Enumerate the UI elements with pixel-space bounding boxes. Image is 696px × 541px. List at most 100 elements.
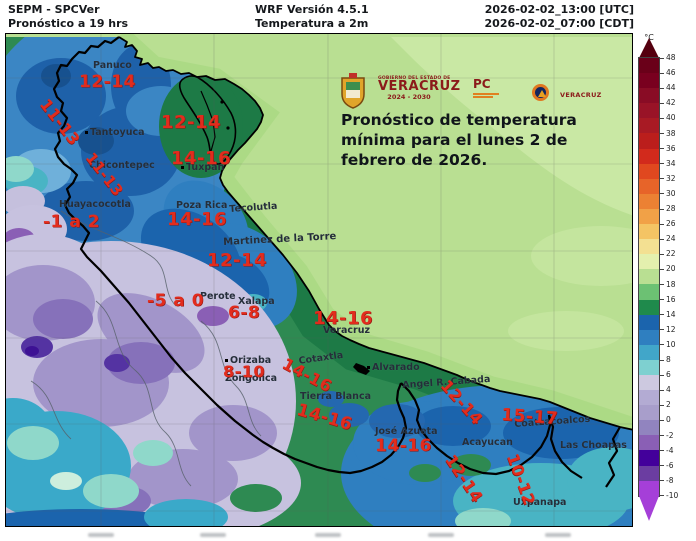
temp-range-label: 6-8 <box>228 303 261 323</box>
colorbar-segment <box>639 148 659 164</box>
colorbar-tick-label: 40 <box>660 114 676 122</box>
pc-bar <box>473 92 499 95</box>
x-axis-tick-smudge <box>545 533 571 537</box>
x-axis-tick-smudge <box>200 533 226 537</box>
veracruz-map-svg <box>6 34 632 526</box>
colorbar-tick-label: 38 <box>660 129 676 138</box>
colorbar-tick-label: 14 <box>660 310 676 319</box>
tamiahua-lagoon <box>178 75 237 165</box>
colorbar-segment <box>639 374 659 391</box>
colorbar-tick-label: 22 <box>660 250 676 258</box>
place-label: Tantoyuca <box>85 127 145 138</box>
colorbar-tick-label: 44 <box>660 84 676 92</box>
header-valid-time: 2026-02-02_13:00 [UTC] 2026-02-02_07:00 … <box>484 3 634 31</box>
colorbar-tick-label: -6 <box>660 461 673 470</box>
neighbor-boundaries <box>30 210 262 487</box>
header-model-id: SEPM - SPCVer Pronóstico a 19 hrs <box>8 3 129 31</box>
colorbar-tick-label: 18 <box>660 280 676 289</box>
temp-range-label: -5 a 0 <box>147 291 205 311</box>
colorbar-segment <box>639 103 659 119</box>
colorbar-unit-label: °C <box>644 33 654 42</box>
forecast-title: Pronóstico de temperatura mínima para el… <box>341 111 577 169</box>
colorbar-segment <box>639 254 659 270</box>
colorbar-tick-label: 24 <box>660 235 676 243</box>
colorbar-segment <box>639 450 659 466</box>
colorbar-segment <box>639 344 659 360</box>
place-label: Tuxpan <box>181 162 224 173</box>
colorbar-tick-label: 20 <box>660 265 676 273</box>
gov-years-text: 2024 - 2030 <box>387 93 431 101</box>
colorbar-segment <box>639 178 659 194</box>
place-label: Uxpanapa <box>513 497 567 508</box>
colorbar-segment <box>639 329 659 345</box>
colorbar-tick-label: -10 <box>660 491 678 500</box>
temp-range-label: 12-14 <box>161 112 222 133</box>
pc-label: PC <box>473 77 491 91</box>
temperature-colorbar: °C 48 46 44 42 40 38 36 34 32 30 28 26 24 22 20 18 16 14 1… <box>638 33 695 533</box>
colorbar-tick-label: 32 <box>660 174 676 183</box>
colorbar-segment <box>639 465 659 481</box>
temp-range-label: 14-16 <box>375 436 432 456</box>
place-label: Zongolica <box>225 373 278 384</box>
temp-range-label: 14-16 <box>313 308 374 329</box>
colorbar-segment <box>639 118 659 134</box>
colorbar-segment <box>639 224 659 240</box>
colorbar-segment <box>639 284 659 300</box>
place-label: Panuco <box>93 60 132 71</box>
colorbar-segment <box>639 435 659 451</box>
temp-range-label: -1 a 2 <box>43 212 101 232</box>
colorbar-tick-label: 10 <box>660 340 676 349</box>
x-axis-tick-smudge <box>315 533 341 537</box>
colorbar-segment <box>639 299 659 315</box>
colorbar-segment <box>639 480 659 496</box>
colorbar-segment <box>639 314 659 330</box>
colorbar-segment <box>639 405 659 421</box>
place-label: Xalapa <box>238 296 275 307</box>
place-label: Acayucan <box>462 437 513 448</box>
colorbar-segment <box>639 88 659 104</box>
place-label: Veracruz <box>323 325 370 336</box>
colorbar-tick-label: 30 <box>660 189 676 198</box>
colorbar-segment <box>639 269 659 285</box>
colorbar-tick-label: 0 <box>660 416 671 424</box>
colorbar-tick-label: 26 <box>660 220 676 228</box>
colorbar-segment <box>639 420 659 436</box>
colorbar-segment <box>639 193 659 209</box>
colorbar-segment <box>639 239 659 255</box>
colorbar-tick-label: 34 <box>660 159 676 168</box>
colorbar-segment <box>639 390 659 406</box>
colorbar-segment <box>639 359 659 375</box>
state-boundary <box>52 36 621 488</box>
temp-range-label: 14-16 <box>167 209 228 230</box>
colorbar-segment <box>639 133 659 149</box>
colorbar-tick-label: 46 <box>660 69 676 77</box>
pc-logo: PC <box>473 77 499 98</box>
colorbar-tick-label: 28 <box>660 205 676 213</box>
graticule <box>6 34 632 526</box>
sea-light-region <box>391 37 632 216</box>
colorbar-tick-label: 36 <box>660 144 676 153</box>
colorbar-segment <box>639 208 659 225</box>
proteccion-civil-label: VERACRUZ <box>560 91 602 99</box>
alvarado-lagoon <box>353 363 370 375</box>
coastline <box>118 36 632 431</box>
colorbar-segment <box>639 73 659 89</box>
map-canvas: GOBIERNO DEL ESTADO DE VERACRUZ 2024 - 2… <box>5 33 633 527</box>
place-label: Orizaba <box>225 355 271 366</box>
colorbar-tick-label: -8 <box>660 476 673 485</box>
proteccion-civil-icon <box>532 84 549 101</box>
place-label: Chicontepec <box>89 160 155 171</box>
colorbar-tick-label: 8 <box>660 356 671 364</box>
colorbar-tick-label: 16 <box>660 295 676 304</box>
place-label: José Azueta <box>375 426 438 437</box>
x-axis-tick-smudge <box>88 533 114 537</box>
colorbar-tick-label: 2 <box>660 401 671 409</box>
gov-name-text: VERACRUZ <box>378 79 461 94</box>
pc-bar <box>473 96 493 98</box>
x-axis-tick-smudge <box>428 533 454 537</box>
place-label: Alvarado <box>367 362 420 373</box>
temp-range-label: 12-14 <box>207 250 268 271</box>
colorbar-tick-label: 42 <box>660 99 676 107</box>
gov-small-text: GOBIERNO DEL ESTADO DE <box>378 76 451 81</box>
